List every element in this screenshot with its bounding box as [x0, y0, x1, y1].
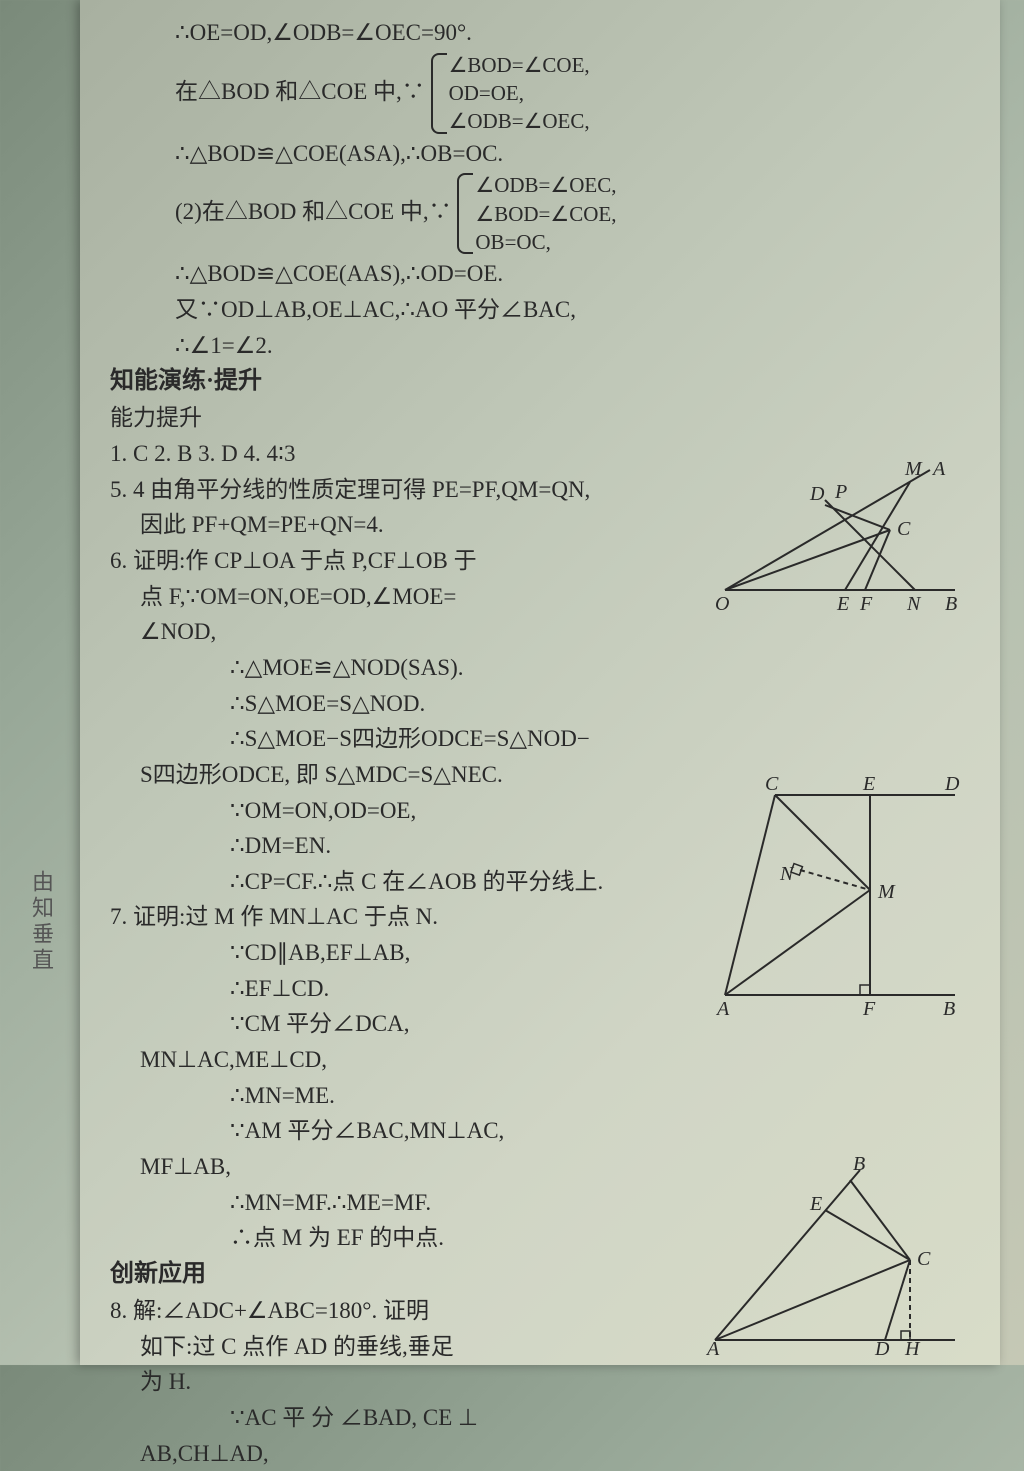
q7-line: ∴MN=ME. — [230, 1078, 960, 1114]
label-D: D — [874, 1338, 890, 1355]
text: (2)在△BOD 和△COE 中,∵ — [175, 199, 452, 224]
brace: ∠BOD=∠COE, OD=OE, ∠ODB=∠OEC, — [431, 51, 590, 136]
label-M: M — [877, 881, 896, 903]
diagram-q7: C E D N M A F B — [715, 770, 965, 1030]
label-M: M — [904, 460, 923, 480]
q8-line: AB,CH⊥AD, — [140, 1436, 960, 1471]
label-A: A — [705, 1338, 720, 1355]
proof-line: (2)在△BOD 和△COE 中,∵ ∠ODB=∠OEC, ∠BOD=∠COE,… — [175, 171, 960, 256]
brace-item: OB=OC, — [475, 228, 616, 256]
proof-line: ∴OE=OD,∠ODB=∠OEC=90°. — [175, 15, 960, 51]
brace-item: ∠ODB=∠OEC, — [475, 171, 616, 199]
label-B: B — [853, 1155, 865, 1175]
brace-item: ∠BOD=∠COE, — [449, 51, 590, 79]
label-P: P — [834, 481, 847, 503]
label-D: D — [809, 483, 825, 505]
proof-line: ∴△BOD≌△COE(AAS),∴OD=OE. — [175, 256, 960, 292]
section-subheading: 能力提升 — [110, 400, 960, 436]
q8-line: 为 H. — [140, 1364, 960, 1400]
q8-line: ∵AC 平 分 ∠BAD, CE ⊥ — [230, 1400, 960, 1436]
label-C: C — [897, 518, 911, 540]
proof-line: ∴△BOD≌△COE(ASA),∴OB=OC. — [175, 136, 960, 172]
label-A: A — [931, 460, 946, 480]
brace: ∠ODB=∠OEC, ∠BOD=∠COE, OB=OC, — [457, 171, 616, 256]
label-E: E — [809, 1193, 822, 1215]
q7-line: ∵AM 平分∠BAC,MN⊥AC, — [230, 1113, 960, 1149]
margin-note: 由知垂直 — [25, 870, 57, 974]
diagram-q8: B E C A D H — [705, 1155, 965, 1355]
section-heading: 知能演练·提升 — [110, 363, 960, 400]
brace-item: ∠BOD=∠COE, — [475, 200, 616, 228]
proof-line: 又∵OD⊥AB,OE⊥AC,∴AO 平分∠BAC, — [175, 292, 960, 328]
q6-line: ∴S△MOE−S四边形ODCE=S△NOD− — [230, 721, 960, 757]
label-D: D — [944, 773, 960, 795]
page-content: ∴OE=OD,∠ODB=∠OEC=90°. 在△BOD 和△COE 中,∵ ∠B… — [80, 0, 1000, 1365]
label-H: H — [904, 1338, 921, 1355]
label-E: E — [862, 773, 875, 795]
label-O: O — [715, 593, 729, 615]
label-N: N — [779, 863, 795, 885]
diagram-q6: M A D P C O E F N B — [715, 460, 965, 620]
q7-line: MN⊥AC,ME⊥CD, — [140, 1042, 960, 1078]
label-C: C — [765, 773, 779, 795]
label-F: F — [859, 593, 873, 615]
label-A: A — [715, 998, 730, 1020]
label-B: B — [945, 593, 957, 615]
proof-line: ∴∠1=∠2. — [175, 328, 960, 364]
q6-line: ∴S△MOE=S△NOD. — [230, 686, 960, 722]
label-E: E — [836, 593, 849, 615]
label-B: B — [943, 998, 955, 1020]
proof-line: 在△BOD 和△COE 中,∵ ∠BOD=∠COE, OD=OE, ∠ODB=∠… — [175, 51, 960, 136]
label-C: C — [917, 1248, 931, 1270]
q6-line: ∴△MOE≌△NOD(SAS). — [230, 650, 960, 686]
label-F: F — [862, 998, 876, 1020]
brace-item: ∠ODB=∠OEC, — [449, 107, 590, 135]
label-N: N — [906, 593, 922, 615]
text: 在△BOD 和△COE 中,∵ — [175, 78, 425, 103]
brace-item: OD=OE, — [449, 79, 590, 107]
